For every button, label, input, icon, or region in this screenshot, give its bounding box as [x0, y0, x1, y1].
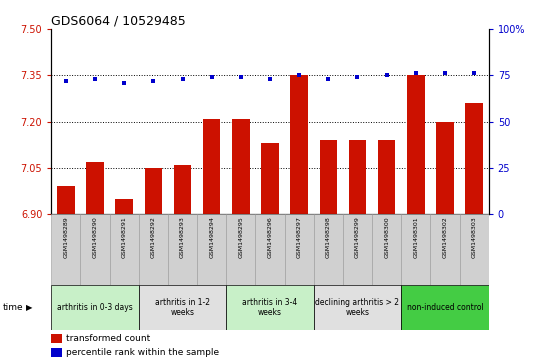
- Bar: [407, 76, 424, 214]
- Text: GSM1498293: GSM1498293: [180, 216, 185, 258]
- Text: GSM1498303: GSM1498303: [471, 216, 477, 258]
- Point: [382, 72, 391, 78]
- Point: [62, 78, 70, 84]
- Text: GSM1498298: GSM1498298: [326, 216, 331, 258]
- Bar: [320, 140, 337, 214]
- Bar: [232, 119, 249, 214]
- Bar: [378, 140, 395, 214]
- Text: ▶: ▶: [26, 303, 32, 312]
- Bar: [51, 334, 62, 343]
- Bar: [291, 76, 308, 214]
- Bar: [86, 162, 104, 214]
- Bar: [145, 168, 162, 214]
- Text: GSM1498294: GSM1498294: [209, 216, 214, 258]
- Bar: [80, 214, 110, 285]
- Bar: [401, 214, 430, 285]
- Text: arthritis in 3-4
weeks: arthritis in 3-4 weeks: [242, 298, 298, 317]
- Bar: [285, 214, 314, 285]
- Point: [207, 74, 216, 80]
- Bar: [51, 348, 62, 357]
- Point: [411, 70, 420, 76]
- Text: GSM1498301: GSM1498301: [413, 216, 418, 258]
- Text: GSM1498297: GSM1498297: [296, 216, 302, 258]
- Bar: [51, 285, 139, 330]
- Point: [441, 70, 449, 76]
- Bar: [465, 103, 483, 214]
- Text: GSM1498296: GSM1498296: [267, 216, 273, 258]
- Bar: [261, 143, 279, 214]
- Point: [178, 76, 187, 82]
- Bar: [314, 214, 343, 285]
- Text: GDS6064 / 10529485: GDS6064 / 10529485: [51, 15, 186, 28]
- Bar: [226, 214, 255, 285]
- Bar: [174, 165, 191, 214]
- Bar: [430, 214, 460, 285]
- Text: GSM1498295: GSM1498295: [238, 216, 244, 258]
- Point: [120, 80, 129, 86]
- Bar: [436, 122, 454, 214]
- Point: [237, 74, 245, 80]
- Text: transformed count: transformed count: [66, 334, 150, 343]
- Point: [91, 76, 99, 82]
- Bar: [139, 285, 226, 330]
- Bar: [203, 119, 220, 214]
- Text: arthritis in 1-2
weeks: arthritis in 1-2 weeks: [155, 298, 210, 317]
- Bar: [226, 285, 314, 330]
- Text: GSM1498290: GSM1498290: [92, 216, 98, 258]
- Text: GSM1498289: GSM1498289: [63, 216, 69, 258]
- Text: GSM1498291: GSM1498291: [122, 216, 127, 258]
- Point: [324, 76, 333, 82]
- Bar: [51, 214, 80, 285]
- Text: GSM1498302: GSM1498302: [442, 216, 448, 258]
- Bar: [139, 214, 168, 285]
- Bar: [460, 214, 489, 285]
- Text: declining arthritis > 2
weeks: declining arthritis > 2 weeks: [315, 298, 400, 317]
- Bar: [372, 214, 401, 285]
- Point: [266, 76, 274, 82]
- Point: [353, 74, 362, 80]
- Point: [149, 78, 158, 84]
- Point: [295, 72, 303, 78]
- Bar: [57, 187, 75, 214]
- Text: GSM1498292: GSM1498292: [151, 216, 156, 258]
- Text: non-induced control: non-induced control: [407, 303, 483, 312]
- Bar: [255, 214, 285, 285]
- Text: percentile rank within the sample: percentile rank within the sample: [66, 348, 219, 357]
- Bar: [314, 285, 401, 330]
- Bar: [349, 140, 366, 214]
- Bar: [401, 285, 489, 330]
- Bar: [168, 214, 197, 285]
- Bar: [343, 214, 372, 285]
- Text: arthritis in 0-3 days: arthritis in 0-3 days: [57, 303, 133, 312]
- Text: GSM1498300: GSM1498300: [384, 216, 389, 258]
- Bar: [197, 214, 226, 285]
- Text: time: time: [3, 303, 23, 312]
- Text: GSM1498299: GSM1498299: [355, 216, 360, 258]
- Bar: [110, 214, 139, 285]
- Bar: [116, 199, 133, 214]
- Point: [470, 70, 478, 76]
